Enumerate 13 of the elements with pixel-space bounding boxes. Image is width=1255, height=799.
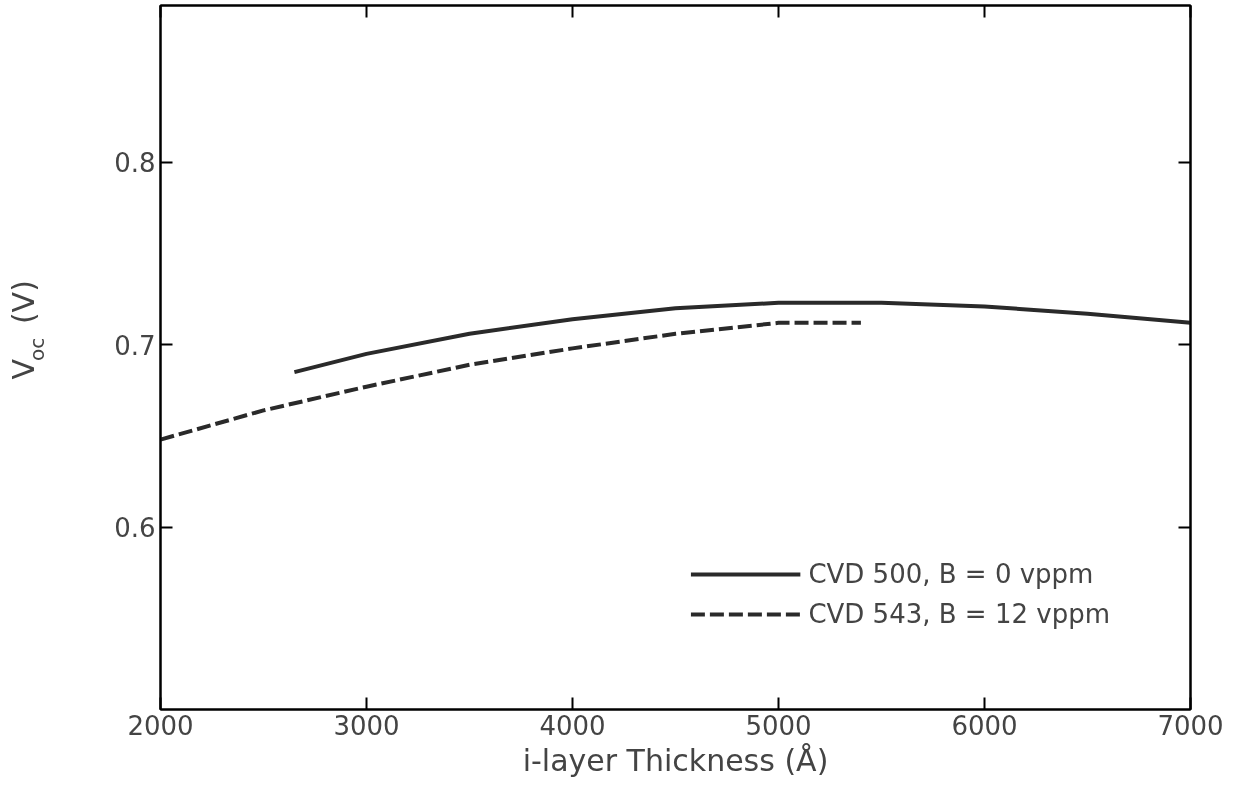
- x-tick-label: 3000: [333, 710, 400, 741]
- x-tick-label: 7000: [1157, 710, 1224, 741]
- x-tick-label: 4000: [539, 710, 606, 741]
- x-tick-label: 6000: [951, 710, 1018, 741]
- y-tick-label: 0.6: [114, 513, 156, 544]
- y-tick-label: 0.7: [114, 330, 156, 361]
- x-tick-label: 2000: [127, 710, 194, 741]
- legend-label: CVD 543, B = 12 vppm: [808, 599, 1110, 629]
- y-tick-label: 0.8: [114, 148, 156, 179]
- x-axis-title: i-layer Thickness (Å): [522, 742, 829, 778]
- y-axis-title: Voc (V): [5, 280, 49, 380]
- legend-label: CVD 500, B = 0 vppm: [808, 559, 1094, 589]
- x-tick-label: 5000: [745, 710, 812, 741]
